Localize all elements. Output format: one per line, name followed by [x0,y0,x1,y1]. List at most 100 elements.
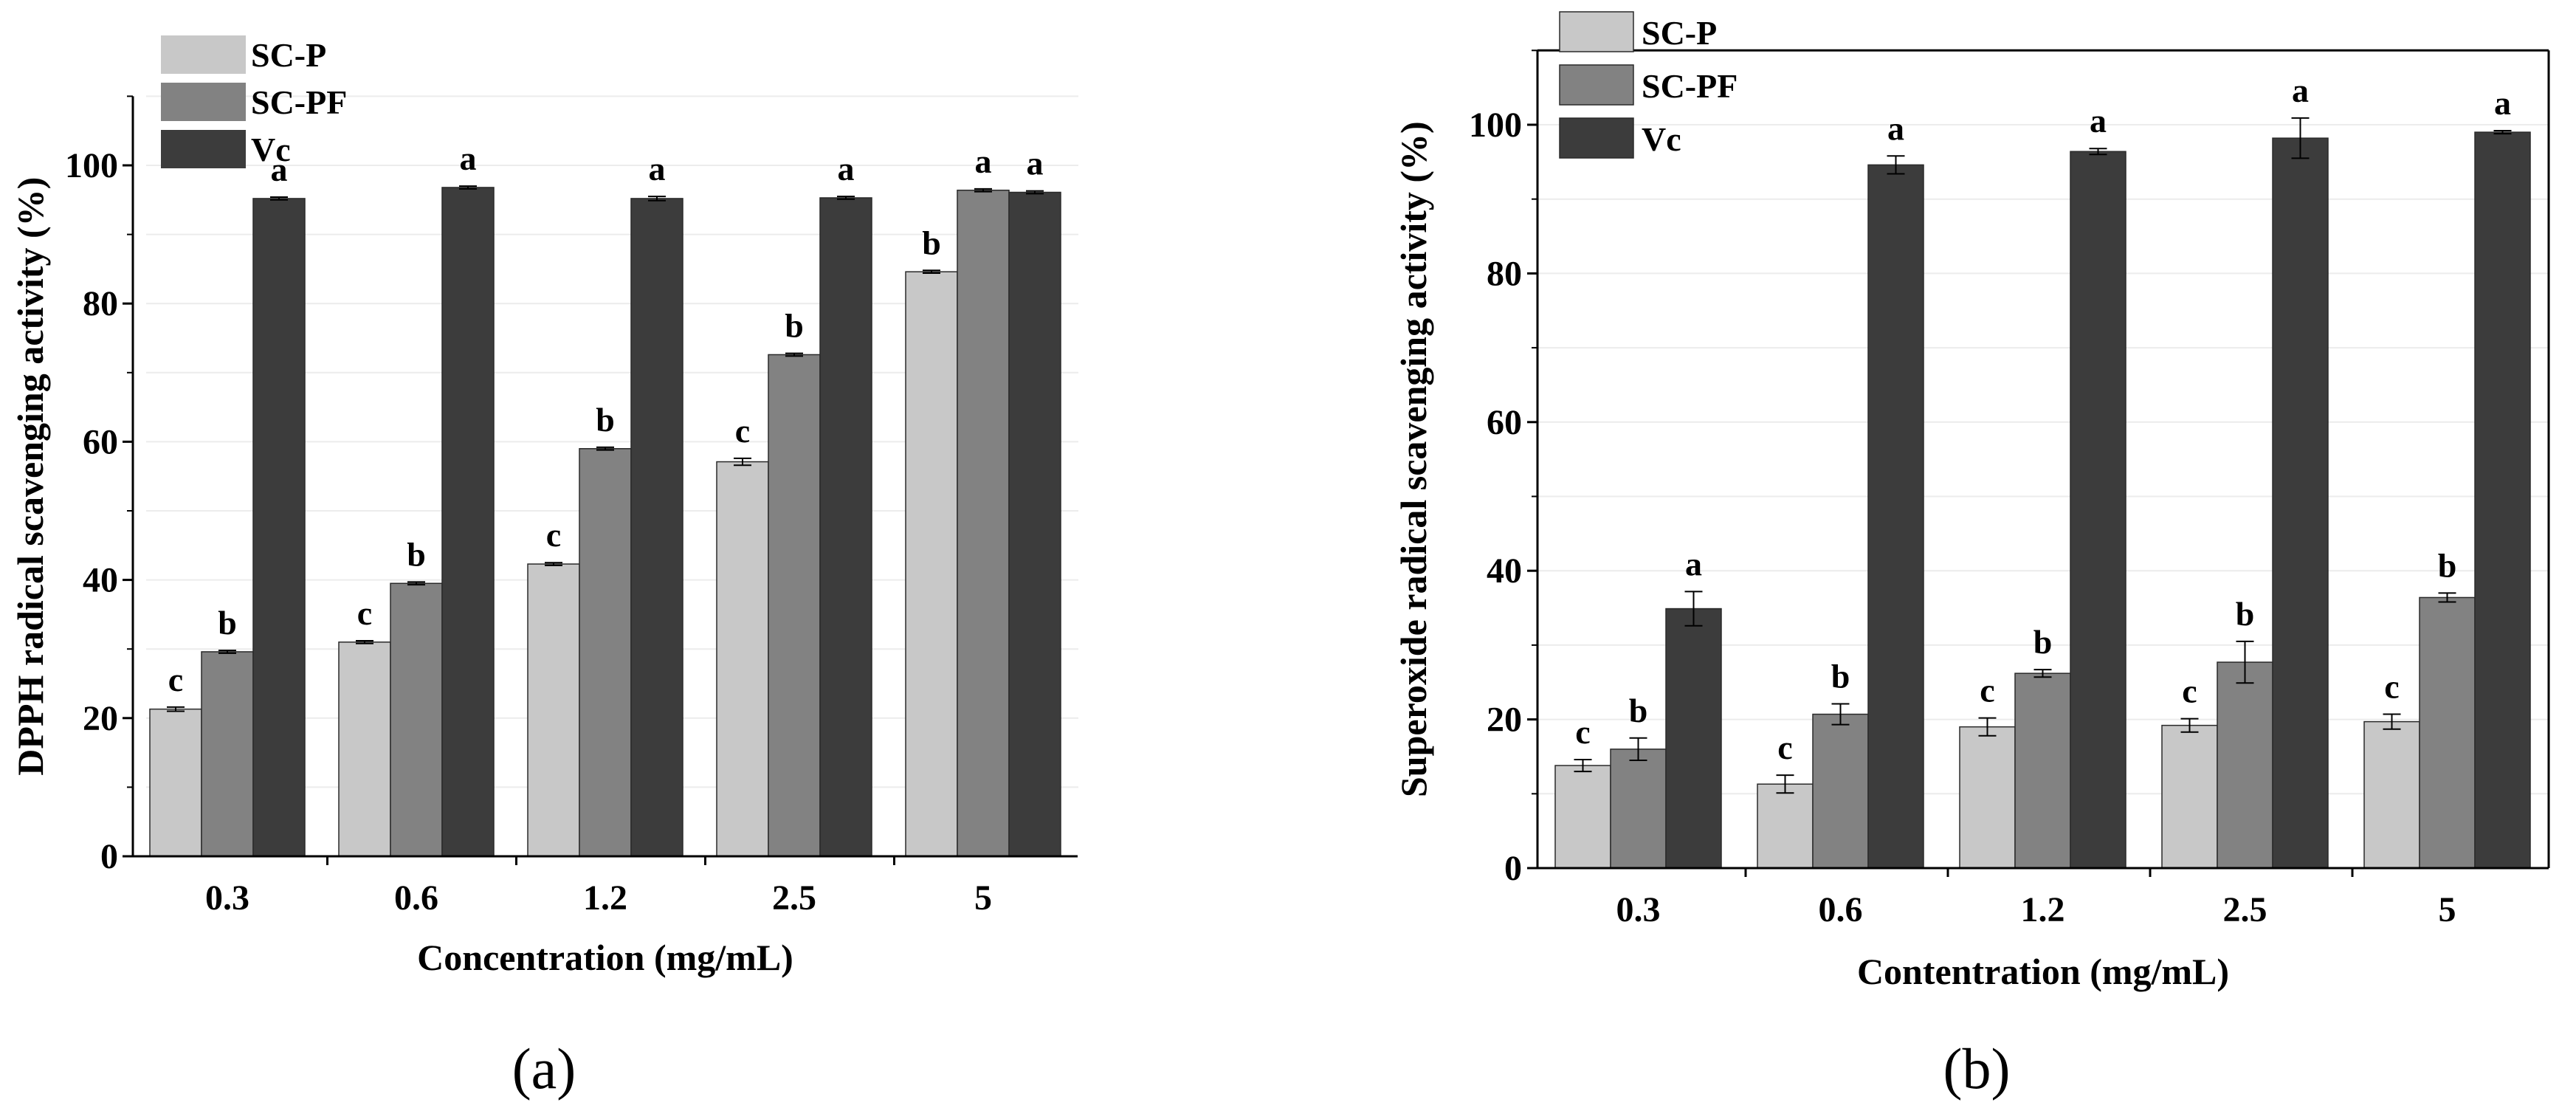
legend-label-sc-pf: SC-PF [251,83,347,121]
bar-sc-pf-0.6 [390,582,443,857]
legend-swatch-vc [161,130,246,168]
bar-sc-pf-5 [957,189,1010,857]
x-tick-label: 1.2 [2021,890,2065,929]
bar-sc-pf-1.2 [579,448,632,857]
x-tick-label: 1.2 [583,878,627,918]
x-tick-label: 0.6 [394,878,438,918]
bar-sc-p-5 [905,271,958,857]
significance-label: a [2292,72,2309,109]
y-tick-label: 40 [83,561,118,600]
significance-label: b [1831,657,1850,695]
legend-label-sc-p: SC-P [251,36,326,74]
significance-label: c [168,661,183,698]
bar-vc-2.5 [819,197,872,857]
bar-sc-p-0.3 [149,708,202,857]
y-tick-label: 20 [83,699,118,738]
bar-vc-5 [2474,131,2531,869]
bar-vc-2.5 [2272,137,2329,869]
bar-sc-p-0.3 [1554,765,1611,869]
significance-label: c [1980,672,1994,709]
x-tick-label: 0.3 [205,878,249,918]
significance-label: b [2236,595,2255,633]
bar-sc-p-2.5 [716,461,769,857]
significance-label: a [2090,102,2107,140]
bar-sc-p-0.6 [1757,783,1814,869]
y-tick-label: 20 [1487,701,1522,740]
significance-label: a [2494,84,2511,122]
legend-label-vc: Vc [251,131,291,168]
chart-b-superoxide: c c c c c b b b b b a a a a a 0 20 40 60 80 100 0.3 0.6 1.2 2.5 5… [1393,11,2550,992]
bar-sc-p-0.6 [338,641,391,857]
legend-label-vc: Vc [1642,120,1681,158]
legend-swatch-sc-p [1559,11,1634,52]
bar-sc-pf-5 [2419,596,2476,869]
legend-swatch-vc [1559,117,1634,159]
y-tick-label: 0 [1504,849,1522,888]
significance-label: a [649,150,666,187]
panel-label-b: (b) [1943,1036,2011,1101]
y-tick-label: 80 [1487,254,1522,293]
legend-swatch-sc-pf [161,83,246,121]
x-axis-title: Concentration (mg/mL) [417,937,793,978]
y-tick-label: 80 [83,284,118,323]
significance-label: b [407,535,426,573]
bar-vc-0.6 [1867,164,1924,869]
y-tick-label: 100 [65,146,118,185]
y-tick-label: 100 [1469,106,1522,145]
y-axis-title: DPPH radical scavenging activity (%) [10,177,51,776]
y-axis-title: Superoxide radical scavenging activity (… [1393,121,1434,797]
significance-label: a [838,150,855,187]
significance-label: c [2182,672,2197,710]
significance-label: a [271,151,288,188]
x-tick-label: 0.3 [1616,890,1661,929]
x-axis-title: Contentration (mg/mL) [1857,951,2229,992]
bar-sc-pf-0.6 [1812,713,1869,869]
significance-label: a [1685,545,1702,582]
x-tick-label: 2.5 [2223,890,2267,929]
bar-vc-0.3 [252,198,306,857]
x-tick-label: 5 [974,878,992,918]
x-tick-label: 0.6 [1819,890,1863,929]
y-tick-label: 60 [1487,403,1522,442]
legend-label-sc-p: SC-P [1642,14,1717,52]
significance-label: a [1887,109,1904,147]
legend-label-sc-pf: SC-PF [1642,67,1738,105]
significance-label: b [218,604,237,641]
panel-label-a: (a) [512,1036,576,1101]
bar-sc-p-2.5 [2161,724,2218,869]
x-tick-label: 5 [2439,890,2456,929]
y-tick-label: 0 [100,837,118,876]
significance-label: b [2033,623,2053,661]
significance-label: c [735,412,750,450]
bar-vc-1.2 [2070,151,2126,869]
bar-sc-pf-0.3 [1610,749,1667,869]
significance-label: c [546,516,561,554]
bar-sc-pf-1.2 [2014,672,2071,869]
bar-sc-pf-2.5 [2217,661,2273,869]
significance-label: b [922,224,941,261]
bar-vc-1.2 [630,198,683,857]
significance-label: c [1777,729,1792,766]
bar-vc-5 [1008,191,1061,857]
significance-label: c [1575,713,1590,751]
legend-swatch-sc-p [161,35,246,74]
x-tick-label: 2.5 [772,878,816,918]
y-tick-label: 40 [1487,551,1522,591]
bar-sc-p-1.2 [1959,726,2016,869]
bar-sc-pf-2.5 [768,354,821,857]
legend-swatch-sc-pf [1559,64,1634,106]
bar-vc-0.6 [441,187,495,857]
significance-label: a [975,142,992,180]
significance-label: a [1027,145,1044,182]
bar-sc-pf-0.3 [201,651,254,857]
significance-label: c [2384,668,2399,706]
significance-label: c [357,594,372,632]
significance-label: a [460,140,477,177]
significance-label: b [785,307,804,345]
bar-sc-p-5 [2363,720,2420,869]
significance-label: b [596,401,615,438]
significance-label: b [2438,546,2457,584]
significance-label: b [1629,692,1648,729]
